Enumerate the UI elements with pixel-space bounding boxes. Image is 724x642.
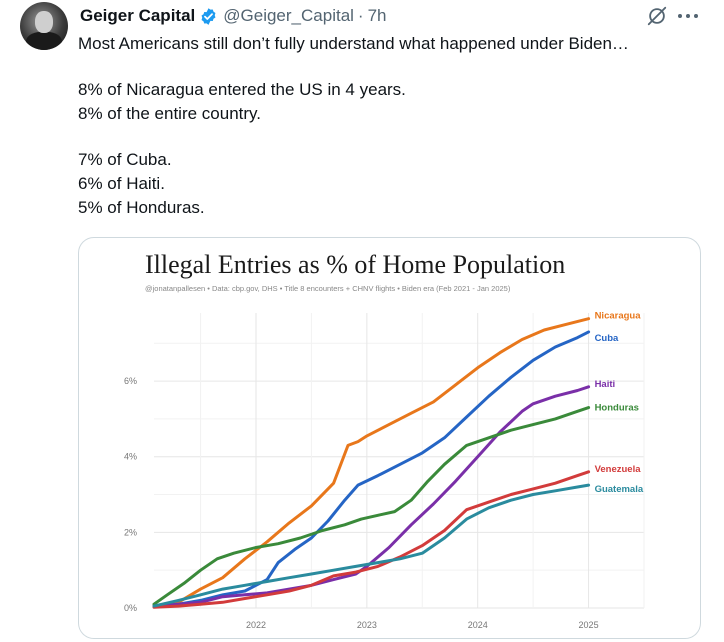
series-line-guatemala	[152, 483, 591, 608]
series-line-honduras	[152, 406, 591, 606]
y-tick-label: 6%	[124, 376, 137, 386]
header-separator: ·	[357, 6, 364, 25]
avatar[interactable]	[20, 2, 68, 50]
series-label-cuba: Cuba	[595, 333, 619, 344]
author-handle[interactable]: @Geiger_Capital	[223, 6, 354, 25]
series-label-guatemala: Guatemala	[595, 484, 644, 495]
avatar-body	[26, 32, 62, 50]
series-line-venezuela	[152, 470, 591, 609]
tweet-line: Most Americans still don’t fully underst…	[78, 34, 629, 53]
tweet-line: 8% of Nicaragua entered the US in 4 year…	[78, 80, 406, 99]
x-tick-label: 2025	[579, 620, 599, 630]
author-name[interactable]: Geiger Capital	[80, 6, 196, 25]
verified-badge-icon	[201, 7, 216, 25]
x-tick-label: 2023	[357, 620, 377, 630]
tweet-line: 5% of Honduras.	[78, 198, 205, 217]
y-tick-label: 4%	[124, 452, 137, 462]
series-label-venezuela: Venezuela	[595, 464, 642, 475]
line-chart: Illegal Entries as % of Home Population …	[124, 250, 645, 630]
y-tick-label: 0%	[124, 603, 137, 613]
more-options-icon[interactable]	[678, 14, 698, 19]
x-tick-label: 2022	[246, 620, 266, 630]
tweet-timestamp[interactable]: 7h	[367, 6, 387, 25]
chart-title: Illegal Entries as % of Home Population	[145, 250, 565, 279]
tweet-text: Most Americans still don’t fully underst…	[78, 32, 708, 220]
y-tick-label: 2%	[124, 527, 137, 537]
series-line-cuba	[152, 330, 591, 608]
tweet-line: 8% of the entire country.	[78, 104, 262, 123]
tweet-header: Geiger Capital @Geiger_Capital · 7h	[80, 5, 387, 27]
chart-subtitle: @jonatanpallesen • Data: cbp.gov, DHS • …	[145, 284, 511, 293]
series-label-honduras: Honduras	[595, 403, 639, 414]
tweet-line: 7% of Cuba.	[78, 150, 172, 169]
avatar-face	[35, 11, 53, 33]
x-tick-label: 2024	[468, 620, 488, 630]
tweet-line: 6% of Haiti.	[78, 174, 165, 193]
series-line-nicaragua	[152, 317, 591, 608]
series-label-nicaragua: Nicaragua	[595, 311, 642, 322]
series-label-haiti: Haiti	[595, 379, 616, 390]
grok-icon[interactable]	[646, 5, 668, 27]
series-line-haiti	[152, 385, 591, 608]
tweet-media-chart[interactable]: Illegal Entries as % of Home Population …	[78, 237, 701, 639]
